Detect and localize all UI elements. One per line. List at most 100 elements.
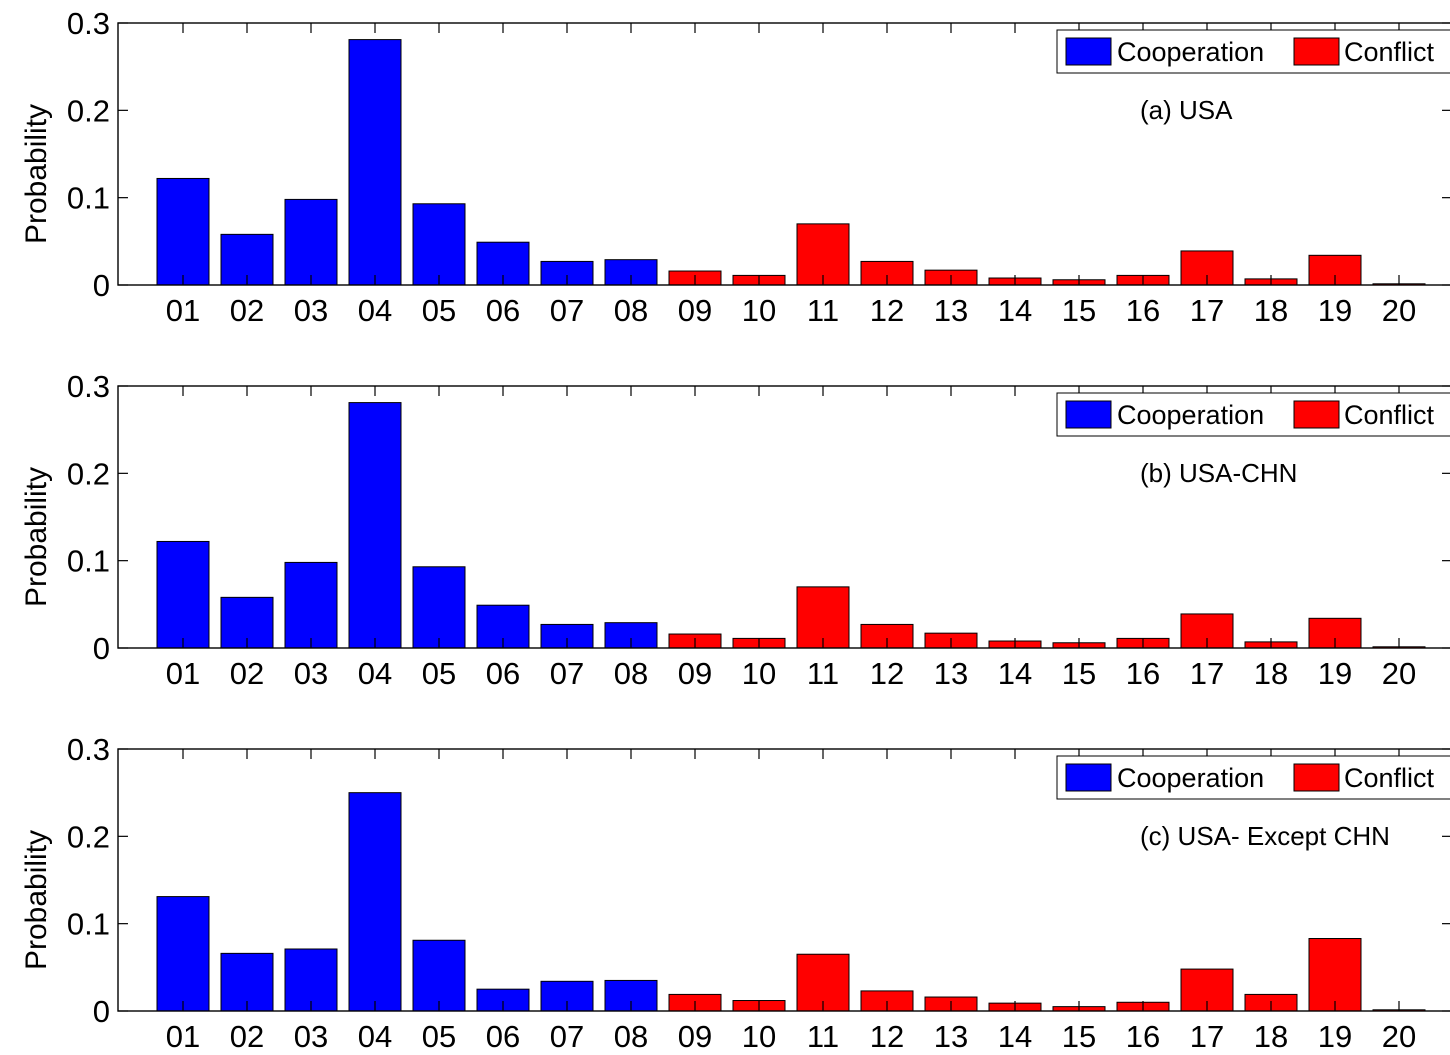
bar-01: [156, 896, 210, 1012]
x-tick-label: 02: [230, 656, 264, 691]
x-tick-label: 12: [870, 656, 904, 691]
legend-box: [1056, 29, 1450, 74]
bar-04: [348, 39, 402, 286]
y-tick-label: 0.3: [67, 369, 110, 404]
chart-panel-2: 0 0.1 0.2 0.3 01 02 03 04 05 06 07 08 09 10 11 12 13 14 15…: [20, 369, 1450, 691]
bar-05: [412, 939, 466, 1012]
x-tick-label: 15: [1062, 293, 1096, 328]
x-tick-label: 03: [294, 656, 328, 691]
x-tick-label: 13: [934, 656, 968, 691]
x-tick-label: 14: [998, 656, 1032, 691]
x-tick-label: 09: [678, 293, 712, 328]
axes-frame: [117, 22, 1450, 286]
x-tick-label: 04: [358, 656, 392, 691]
legend-swatch-cooperation: [1065, 37, 1112, 66]
bar-05: [412, 203, 466, 286]
legend-label-cooperation: Cooperation: [1117, 763, 1264, 793]
bar-01: [156, 177, 210, 286]
x-tick-label: 08: [614, 293, 648, 328]
x-tick-label: 17: [1190, 1019, 1224, 1054]
x-tick-label: 14: [998, 1019, 1032, 1054]
legend: Cooperation Conflict: [1056, 392, 1450, 437]
x-tick-label: 15: [1062, 1019, 1096, 1054]
chart-panel-1: 0 0.1 0.2 0.3 01 02 03 04 05 06 07 08 09 10 11 12 13 14 15…: [20, 6, 1450, 328]
x-tick-label: 17: [1190, 656, 1224, 691]
bar-04: [348, 792, 402, 1012]
bar-19: [1308, 938, 1362, 1012]
x-tick-label: 07: [550, 1019, 584, 1054]
y-axis-label: Probability: [20, 830, 53, 970]
x-tick-label: 11: [807, 656, 839, 691]
bar-11: [796, 586, 850, 649]
x-tick-label: 19: [1318, 656, 1352, 691]
x-tick-label: 06: [486, 293, 520, 328]
bar-04: [348, 402, 402, 649]
bar-03: [284, 948, 338, 1012]
x-tick-label: 05: [422, 293, 456, 328]
y-tick-label: 0.2: [67, 456, 110, 491]
y-tick-label: 0.2: [67, 819, 110, 854]
legend-box: [1056, 392, 1450, 437]
x-tick-label: 01: [166, 293, 200, 328]
legend: Cooperation Conflict: [1056, 29, 1450, 74]
panel-annotation: (a) USA: [1140, 95, 1233, 125]
panel-annotation: (c) USA- Except CHN: [1140, 821, 1390, 851]
bar-01: [156, 540, 210, 649]
x-tick-label: 01: [166, 1019, 200, 1054]
y-axis-label: Probability: [20, 467, 53, 607]
legend-label-conflict: Conflict: [1344, 400, 1435, 430]
x-tick-label: 09: [678, 656, 712, 691]
panel-annotation: (b) USA-CHN: [1140, 458, 1297, 488]
x-tick-label: 07: [550, 656, 584, 691]
x-tick-label: 18: [1254, 656, 1288, 691]
x-tick-label: 08: [614, 1019, 648, 1054]
x-tick-label: 02: [230, 1019, 264, 1054]
x-tick-label: 16: [1126, 1019, 1160, 1054]
x-tick-label: 20: [1382, 293, 1416, 328]
legend-swatch-conflict: [1293, 37, 1340, 66]
x-tick-label: 04: [358, 293, 392, 328]
bar-03: [284, 198, 338, 286]
x-tick-label: 20: [1382, 1019, 1416, 1054]
x-tick-label: 12: [870, 293, 904, 328]
x-tick-label: 01: [166, 656, 200, 691]
x-tick-label: 10: [742, 656, 776, 691]
y-tick-label: 0.1: [67, 544, 110, 579]
legend-label-conflict: Conflict: [1344, 37, 1435, 67]
legend-swatch-conflict: [1293, 400, 1340, 429]
x-tick-label: 15: [1062, 656, 1096, 691]
legend-box: [1056, 755, 1450, 800]
bar-11: [796, 223, 850, 286]
axes-frame: [117, 385, 1450, 649]
y-tick-label: 0.3: [67, 6, 110, 41]
legend-swatch-conflict: [1293, 763, 1340, 792]
x-tick-label: 11: [807, 293, 839, 328]
y-tick-label: 0: [93, 994, 110, 1029]
bar-03: [284, 561, 338, 649]
x-tick-label: 02: [230, 293, 264, 328]
x-tick-label: 03: [294, 1019, 328, 1054]
x-tick-label: 07: [550, 293, 584, 328]
y-tick-label: 0.3: [67, 732, 110, 767]
x-tick-label: 06: [486, 656, 520, 691]
y-tick-label: 0: [93, 268, 110, 303]
y-tick-label: 0.2: [67, 93, 110, 128]
x-tick-label: 08: [614, 656, 648, 691]
x-tick-label: 14: [998, 293, 1032, 328]
x-tick-label: 11: [807, 1019, 839, 1054]
x-tick-label: 20: [1382, 656, 1416, 691]
x-tick-label: 19: [1318, 1019, 1352, 1054]
x-tick-label: 19: [1318, 293, 1352, 328]
x-tick-label: 16: [1126, 656, 1160, 691]
x-tick-label: 03: [294, 293, 328, 328]
y-tick-label: 0.1: [67, 181, 110, 216]
x-tick-label: 18: [1254, 1019, 1288, 1054]
x-tick-label: 13: [934, 293, 968, 328]
legend-swatch-cooperation: [1065, 400, 1112, 429]
axes-frame: [117, 748, 1450, 1012]
y-tick-label: 0.1: [67, 907, 110, 942]
y-axis-label: Probability: [20, 104, 53, 244]
x-tick-label: 12: [870, 1019, 904, 1054]
chart-panel-3: 0 0.1 0.2 0.3 01 02 03 04 05 06 07 08 09 10 11 12 13 14 15…: [20, 732, 1450, 1054]
